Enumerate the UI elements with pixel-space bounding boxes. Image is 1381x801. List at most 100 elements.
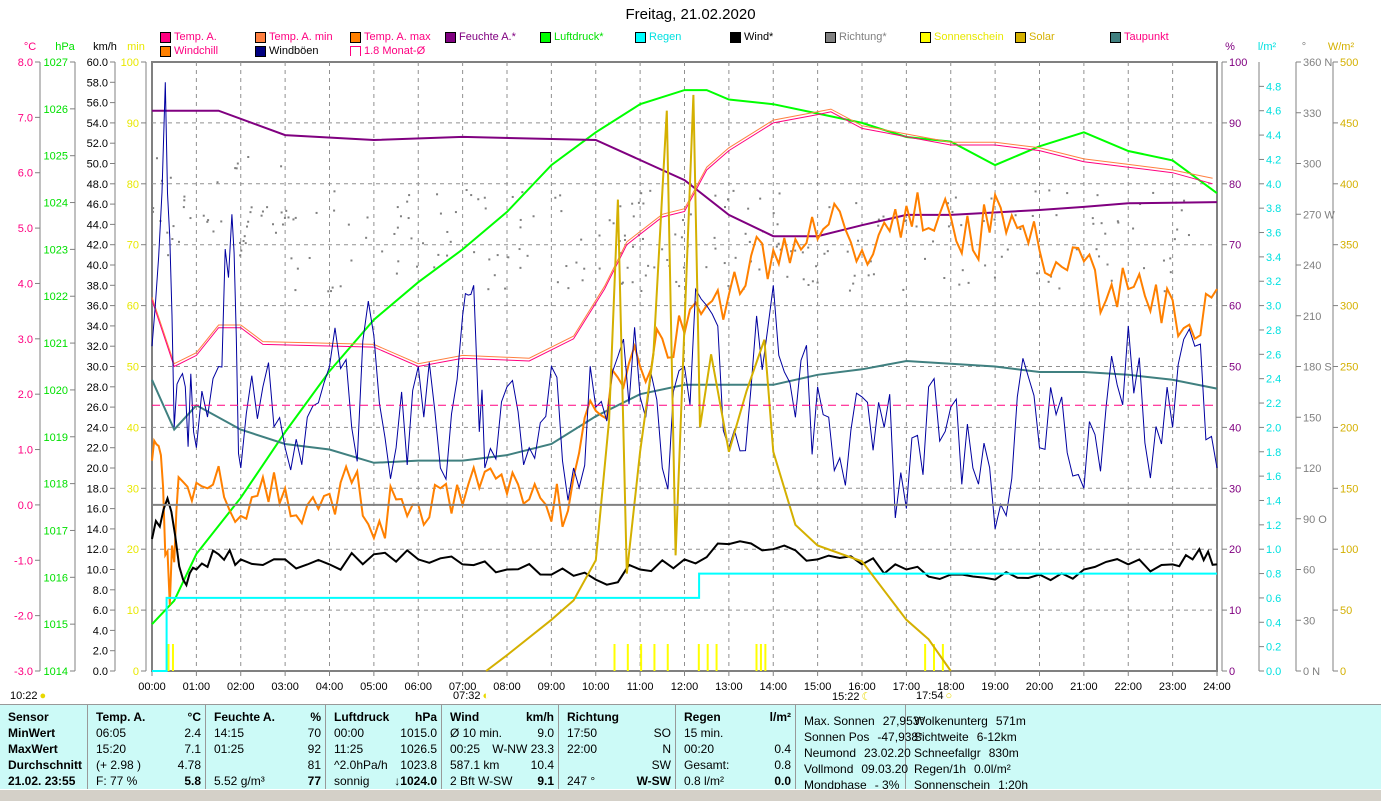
series-solar (485, 94, 952, 672)
legend-label: Taupunkt (1124, 31, 1169, 43)
axis-unit-C: °C (24, 41, 36, 53)
info-column: Regen l/m² 15 min. 00:20 0.4 Gesamt: 0.8 0.8 l/… (676, 705, 796, 789)
time-mark: 10:22 ● (10, 690, 46, 702)
legend-swatch (445, 31, 456, 43)
info-value: 09.03.20 (861, 762, 909, 776)
axis-tick-label-wm2: 0 (1340, 666, 1346, 678)
axis-tick-label-pct: 80 (1229, 179, 1241, 191)
legend-item: Luftdruck* (540, 31, 604, 43)
info-row: Wolkenunterg 571m (914, 713, 1377, 729)
axis-tick-label-pct: 20 (1229, 544, 1241, 556)
info-value: 1015.0 (400, 726, 437, 740)
direction-point (583, 267, 586, 270)
info-row: 00:00 1015.0 (334, 725, 437, 741)
info-value: 6-12km (976, 730, 1017, 744)
direction-point (993, 276, 996, 279)
direction-point (465, 189, 468, 192)
axis-tick-label-rain: 2.8 (1266, 325, 1281, 337)
direction-point (867, 274, 870, 277)
direction-point (292, 218, 295, 221)
info-value: 0.8 (774, 758, 791, 772)
direction-point (852, 282, 855, 285)
direction-point (1092, 222, 1095, 225)
direction-point (1180, 209, 1183, 212)
direction-point (961, 269, 964, 272)
legend-item: Windböen (255, 45, 319, 57)
direction-point (274, 231, 277, 234)
info-row: Max. Sonnen 27,953° (804, 713, 924, 729)
direction-point (653, 266, 656, 269)
time-mark: 15:22 ☾ (832, 690, 871, 703)
info-value: 81 (307, 758, 321, 772)
legend-label: Windchill (174, 45, 219, 57)
x-tick-label: 14:00 (759, 681, 787, 693)
legend-item: Temp. A. min (255, 31, 333, 43)
axis-tick-label-kmh: 56.0 (87, 98, 108, 110)
direction-point (626, 266, 629, 269)
info-row: 15:20 7.1 (96, 741, 201, 757)
axis-tick-label-kmh: 16.0 (87, 504, 108, 516)
axis-tick-label-kmh: 24.0 (87, 422, 108, 434)
legend-swatch (160, 45, 171, 57)
info-row: Sonnenschein 1:20h (914, 777, 1377, 793)
direction-point (682, 266, 685, 269)
info-row: Luftdruck hPa (334, 709, 437, 725)
direction-point (177, 240, 180, 243)
direction-point (642, 202, 645, 205)
axis-tick-label-deg: 30 (1303, 615, 1315, 627)
info-value: W-SW (636, 774, 671, 788)
info-value: 1023.8 (400, 758, 437, 772)
direction-point (932, 240, 935, 243)
direction-point (902, 288, 905, 291)
axis-tick-label-C: 2.0 (18, 389, 33, 401)
info-row: Sonnen Pos -47,938° (804, 729, 923, 745)
direction-point (954, 196, 957, 199)
info-row: 15 min. (684, 725, 791, 741)
axis-tick-label-kmh: 40.0 (87, 260, 108, 272)
axis-tick-label-deg: 0 N (1303, 666, 1320, 678)
direction-point (714, 194, 717, 197)
info-row: 2 Bft W-SW 9.1 (450, 773, 554, 789)
direction-point (366, 216, 369, 219)
info-row: Temp. A. °C (96, 709, 201, 725)
direction-point (923, 257, 926, 260)
direction-point (1058, 287, 1061, 290)
axis-tick-label-kmh: 34.0 (87, 321, 108, 333)
x-tick-label: 21:00 (1070, 681, 1098, 693)
direction-point (239, 241, 242, 244)
axis-tick-label-rain: 3.0 (1266, 301, 1281, 313)
direction-point (416, 265, 419, 268)
direction-point (1000, 255, 1003, 258)
legend-swatch (635, 31, 646, 43)
axis-tick-label-kmh: 36.0 (87, 301, 108, 313)
axis-tick-label-hPa: 1027 (44, 57, 68, 69)
axis-unit-pct: % (1225, 41, 1235, 53)
axis-tick-label-deg: 270 W (1303, 209, 1335, 221)
axis-tick-label-C: 5.0 (18, 223, 33, 235)
info-column: Wind km/h Ø 10 min. 9.0 00:25 W-NW 23.3 587.1 … (442, 705, 559, 789)
info-label: Neumond (804, 746, 857, 760)
direction-point (644, 274, 647, 277)
axis-tick-label-min: 10 (127, 605, 139, 617)
axis-tick-label-hPa: 1021 (44, 338, 68, 350)
direction-point (1110, 279, 1113, 282)
time-mark: 07:32 ◐ (453, 690, 489, 702)
direction-point (1006, 248, 1009, 251)
direction-point (1187, 234, 1190, 237)
direction-point (1143, 267, 1146, 270)
direction-point (649, 189, 652, 192)
axis-unit-deg: ° (1302, 41, 1306, 53)
direction-point (236, 162, 239, 165)
direction-point (1116, 220, 1119, 223)
info-label: MinWert (8, 726, 56, 740)
direction-point (439, 212, 442, 215)
info-row: Richtung (567, 709, 671, 725)
direction-point (1096, 194, 1099, 197)
direction-point (408, 194, 411, 197)
axis-tick-label-pct: 90 (1229, 118, 1241, 130)
axis-tick-label-rain: 2.4 (1266, 374, 1281, 386)
legend-label: Solar (1029, 31, 1055, 43)
axis-tick-label-kmh: 46.0 (87, 199, 108, 211)
axis-tick-label-pct: 60 (1229, 301, 1241, 313)
direction-point (680, 236, 683, 239)
